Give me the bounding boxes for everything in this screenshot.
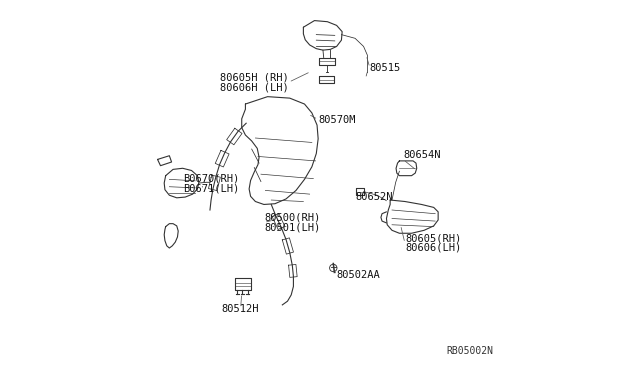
Text: 80501(LH): 80501(LH) (264, 222, 320, 232)
Text: 80652N: 80652N (355, 192, 392, 202)
Text: 80654N: 80654N (403, 150, 440, 160)
Text: 80502AA: 80502AA (337, 270, 380, 280)
Text: 80606(LH): 80606(LH) (405, 243, 461, 253)
Text: 80515: 80515 (370, 63, 401, 73)
Text: RB05002N: RB05002N (447, 346, 493, 356)
Text: B0670(RH): B0670(RH) (184, 174, 239, 184)
Text: 80606H (LH): 80606H (LH) (220, 82, 289, 92)
Text: 80570M: 80570M (318, 115, 356, 125)
Text: 80605(RH): 80605(RH) (405, 233, 461, 243)
Text: 80500(RH): 80500(RH) (264, 212, 320, 222)
Text: B0671(LH): B0671(LH) (184, 184, 239, 193)
Text: 80512H: 80512H (222, 304, 259, 314)
Text: 80605H (RH): 80605H (RH) (220, 72, 289, 82)
